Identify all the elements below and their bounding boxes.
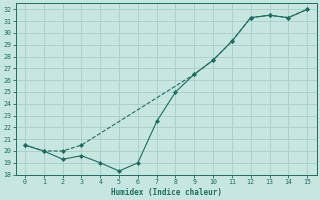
X-axis label: Humidex (Indice chaleur): Humidex (Indice chaleur) [111,188,221,197]
